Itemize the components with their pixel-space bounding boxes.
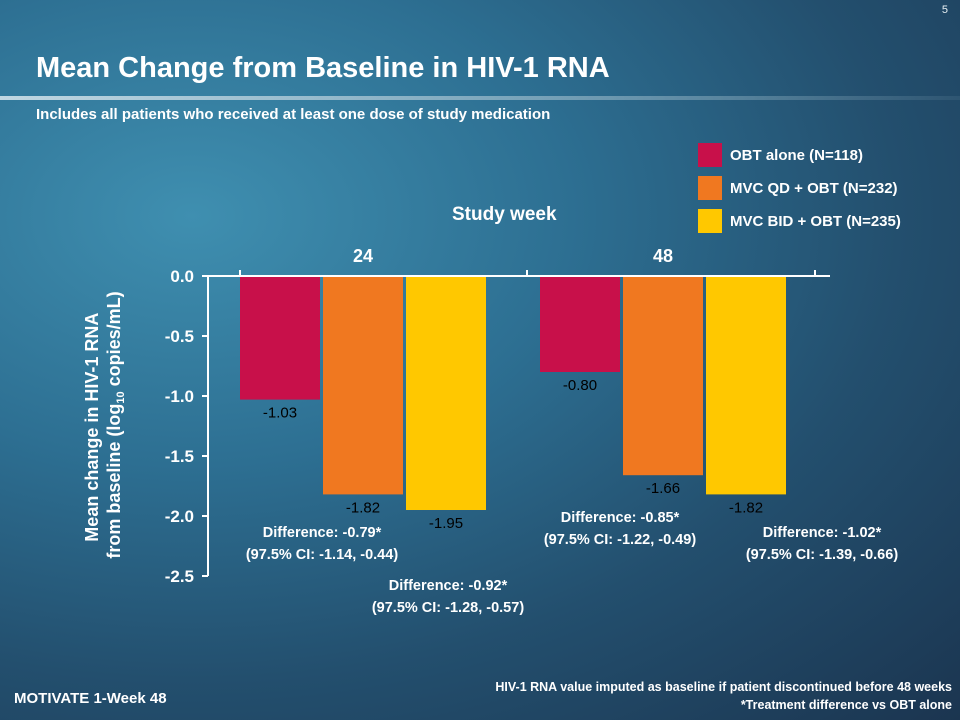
y-axis-title-line2: from baseline (log10 copies/mL)	[104, 291, 127, 558]
bar-value-label: -1.82	[346, 499, 380, 516]
bar-value-label: -1.66	[646, 480, 680, 497]
y-tick-label: -1.0	[165, 387, 194, 406]
chart-legend: OBT alone (N=118) MVC QD + OBT (N=232) M…	[698, 140, 901, 239]
difference-note-48-qd: Difference: -0.85* (97.5% CI: -1.22, -0.4…	[543, 510, 697, 548]
y-tick-label: -2.0	[165, 507, 194, 526]
bar-value-label: -1.82	[729, 499, 763, 516]
legend-swatch-obt	[698, 143, 722, 167]
difference-note-24-bid: Difference: -0.92* (97.5% CI: -1.28, -0.5…	[371, 578, 525, 616]
y-tick-label: -1.5	[165, 447, 194, 466]
bar	[240, 276, 320, 400]
y-axis-title-line1: Mean change in HIV-1 RNA	[82, 313, 102, 542]
legend-label-obt: OBT alone (N=118)	[730, 146, 863, 164]
bar	[623, 276, 703, 476]
legend-item-obt: OBT alone (N=118)	[698, 140, 901, 170]
page-subtitle: Includes all patients who received at le…	[36, 106, 551, 123]
legend-item-mvc-bid: MVC BID + OBT (N=235)	[698, 206, 901, 236]
y-tick-label: -0.5	[165, 327, 194, 346]
legend-swatch-mvc-qd	[698, 176, 722, 200]
y-axis-title: Mean change in HIV-1 RNA from baseline (…	[82, 291, 127, 558]
y-tick-label: -2.5	[165, 567, 194, 586]
bar	[406, 276, 486, 510]
slide-number: 5	[941, 4, 948, 16]
x-axis-title: Study week	[452, 204, 557, 225]
bar	[706, 276, 786, 495]
study-label: MOTIVATE 1-Week 48	[14, 690, 167, 707]
footnote-imputation: HIV-1 RNA value imputed as baseline if p…	[495, 680, 952, 694]
bar-value-label: -1.95	[429, 515, 463, 532]
legend-item-mvc-qd: MVC QD + OBT (N=232)	[698, 173, 901, 203]
y-tick-label: 0.0	[170, 267, 194, 286]
x-category-label: 48	[653, 246, 673, 266]
bar	[323, 276, 403, 495]
x-category-label: 24	[353, 246, 373, 266]
legend-label-mvc-qd: MVC QD + OBT (N=232)	[730, 179, 898, 197]
bar-value-label: -1.03	[263, 405, 297, 422]
footnote-asterisk: *Treatment difference vs OBT alone	[740, 698, 952, 712]
legend-label-mvc-bid: MVC BID + OBT (N=235)	[730, 212, 901, 230]
difference-note-48-bid: Difference: -1.02* (97.5% CI: -1.39, -0.6…	[745, 525, 899, 563]
page-title: Mean Change from Baseline in HIV-1 RNA	[36, 52, 610, 84]
legend-swatch-mvc-bid	[698, 209, 722, 233]
bar	[540, 276, 620, 372]
difference-note-24-qd: Difference: -0.79* (97.5% CI: -1.14, -0.4…	[245, 525, 399, 563]
bar-value-label: -0.80	[563, 377, 597, 394]
title-divider	[0, 96, 960, 100]
